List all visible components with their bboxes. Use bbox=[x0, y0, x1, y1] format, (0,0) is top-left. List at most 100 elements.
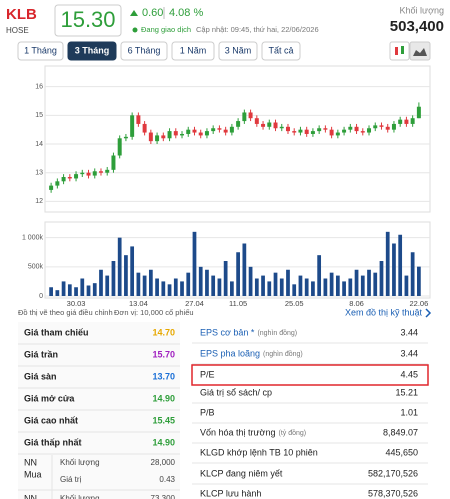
volume-bar bbox=[329, 272, 334, 296]
tab-label[interactable]: 3 Năm bbox=[225, 45, 252, 55]
icon-part bbox=[395, 47, 398, 55]
y-tick-label: 0 bbox=[39, 293, 43, 300]
tab-label[interactable]: 1 Năm bbox=[180, 45, 207, 55]
area-icon[interactable] bbox=[409, 41, 431, 61]
volume-bar bbox=[55, 290, 60, 296]
volume-bar bbox=[311, 281, 315, 296]
volume-bar bbox=[67, 284, 72, 296]
symbol: KLB bbox=[6, 6, 37, 23]
stat-value: 1.01 bbox=[400, 407, 418, 417]
volume-bar bbox=[342, 281, 346, 296]
volume-bar bbox=[173, 278, 178, 296]
volume-bar bbox=[105, 275, 110, 296]
candle-body bbox=[136, 115, 141, 124]
sub-label: Giá trị bbox=[60, 475, 82, 484]
volume-bar bbox=[360, 275, 365, 296]
tab-label[interactable]: Tất cả bbox=[268, 45, 293, 55]
y-tick-label: 1 000k bbox=[22, 235, 44, 242]
candle-body bbox=[74, 174, 79, 179]
candle-body bbox=[354, 126, 359, 132]
volume-bar bbox=[254, 278, 259, 296]
stat-value: 445,650 bbox=[385, 447, 418, 457]
tab-label[interactable]: 6 Tháng bbox=[128, 45, 161, 55]
candle-body bbox=[304, 129, 309, 134]
candle-body bbox=[98, 171, 103, 173]
candle-body bbox=[236, 121, 241, 127]
volume-bar bbox=[74, 287, 78, 296]
candle-body bbox=[391, 123, 396, 130]
volume-bar bbox=[373, 272, 378, 296]
up-arrow bbox=[130, 10, 138, 16]
volume-bar bbox=[86, 285, 91, 296]
volume-bar bbox=[111, 261, 116, 296]
sub-value: 73,300 bbox=[151, 494, 176, 499]
tech-link[interactable]: Xem đồ thị kỹ thuật bbox=[345, 307, 423, 317]
volume: 503,400 bbox=[390, 18, 444, 35]
candle-body bbox=[404, 119, 409, 124]
group-label: Mua bbox=[24, 469, 42, 479]
volume-bar bbox=[304, 278, 309, 296]
row-value: 15.45 bbox=[152, 415, 175, 425]
volume-bar bbox=[261, 275, 265, 296]
candle-body bbox=[211, 128, 216, 132]
candle-body bbox=[117, 138, 122, 156]
candle-body bbox=[273, 122, 278, 129]
candle-body bbox=[204, 131, 209, 136]
x-tick-label: 13.04 bbox=[129, 299, 148, 308]
tab[interactable] bbox=[17, 41, 64, 61]
volume-bar bbox=[348, 278, 353, 296]
volume-bar bbox=[273, 272, 278, 296]
volume-bar bbox=[92, 283, 97, 296]
group-label: NN bbox=[24, 457, 37, 467]
volume-bar bbox=[180, 281, 184, 296]
y-tick-label: 12 bbox=[35, 198, 43, 205]
volume-bar bbox=[198, 266, 203, 296]
volume-bar bbox=[410, 252, 415, 296]
stat-unit: (nghìn đồng) bbox=[257, 328, 297, 337]
tab[interactable] bbox=[261, 41, 301, 61]
volume-bar bbox=[279, 278, 284, 296]
chart-type-icons[interactable] bbox=[389, 41, 431, 61]
highlight-box bbox=[191, 364, 429, 386]
volume-bar bbox=[267, 281, 272, 296]
volume-bar bbox=[242, 243, 247, 296]
tab[interactable] bbox=[218, 41, 258, 61]
candle-body bbox=[67, 177, 72, 179]
x-tick-label: 11.05 bbox=[229, 299, 247, 308]
candle-body bbox=[292, 131, 297, 133]
stat-label: Vốn hóa thị trường bbox=[200, 427, 275, 437]
row-label: Giá trần bbox=[24, 349, 58, 359]
tab[interactable] bbox=[171, 41, 215, 61]
tab[interactable] bbox=[67, 41, 117, 61]
row-value: 13.70 bbox=[152, 371, 175, 381]
candle-body bbox=[379, 125, 384, 127]
volume-bar bbox=[130, 246, 135, 296]
volume-bar bbox=[223, 261, 228, 296]
candle-body bbox=[335, 132, 340, 136]
change-pct: 4.08 % bbox=[169, 7, 203, 19]
volume-bar bbox=[99, 269, 103, 296]
stat-value: 15.21 bbox=[395, 387, 418, 397]
candle-body bbox=[111, 155, 116, 170]
x-tick-label: 8.06 bbox=[349, 299, 364, 308]
volume-bar bbox=[292, 284, 297, 296]
volume-bar bbox=[49, 287, 53, 296]
row-label: Giá mở cửa bbox=[24, 393, 75, 403]
row-label: Giá sàn bbox=[24, 371, 57, 381]
volume-bar bbox=[248, 266, 253, 296]
candle-body bbox=[86, 172, 91, 176]
candle-body bbox=[416, 106, 421, 119]
volume-bar bbox=[117, 237, 122, 296]
candle-body bbox=[161, 135, 166, 139]
price-box bbox=[54, 4, 122, 37]
volume-bar bbox=[379, 261, 384, 296]
candle-body bbox=[142, 123, 147, 133]
candle-icon[interactable] bbox=[389, 41, 410, 61]
tab-label[interactable]: 3 Tháng bbox=[75, 45, 110, 55]
stat-label: KLCP đang niêm yết bbox=[200, 468, 283, 478]
tab[interactable] bbox=[120, 41, 168, 61]
tab-label[interactable]: 1 Tháng bbox=[24, 45, 57, 55]
volume-bar bbox=[205, 269, 209, 296]
sub-value: 0.43 bbox=[159, 475, 175, 484]
stat-label: EPS cơ bản * bbox=[200, 327, 255, 337]
